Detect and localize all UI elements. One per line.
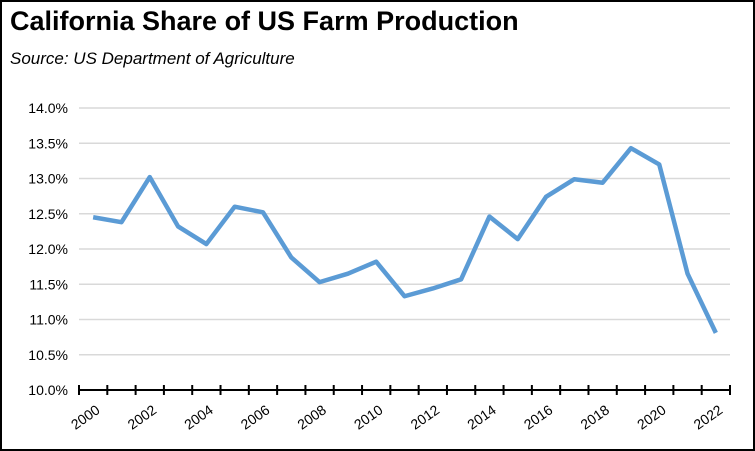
x-tick-label: 2006 (238, 401, 273, 432)
y-tick-label: 12.5% (28, 206, 68, 222)
x-tick-label: 2002 (125, 401, 160, 432)
x-tick-label: 2016 (521, 401, 556, 432)
series-line (92, 145, 718, 334)
y-tick-label: 12.0% (28, 241, 68, 257)
y-tick-label: 11.0% (29, 312, 68, 328)
chart-subtitle: Source: US Department of Agriculture (10, 49, 295, 68)
x-tick-label: 2014 (464, 401, 499, 432)
chart-title: California Share of US Farm Production (10, 6, 519, 36)
x-tick-label: 2000 (68, 401, 103, 432)
x-tick-label: 2020 (634, 401, 669, 432)
y-tick-label: 13.5% (28, 135, 68, 151)
x-tick-label: 2012 (408, 401, 443, 432)
x-tick-label: 2010 (351, 401, 386, 432)
y-tick-label: 14.0% (28, 100, 68, 116)
x-tick-label: 2008 (294, 401, 329, 432)
y-tick-label: 10.0% (28, 382, 68, 398)
x-tick-label: 2022 (691, 401, 726, 432)
y-tick-label: 13.0% (28, 171, 68, 187)
y-tick-label: 11.5% (29, 276, 68, 292)
x-tick-label: 2004 (181, 401, 216, 432)
y-tick-label: 10.5% (28, 347, 68, 363)
x-tick-label: 2018 (577, 401, 612, 432)
